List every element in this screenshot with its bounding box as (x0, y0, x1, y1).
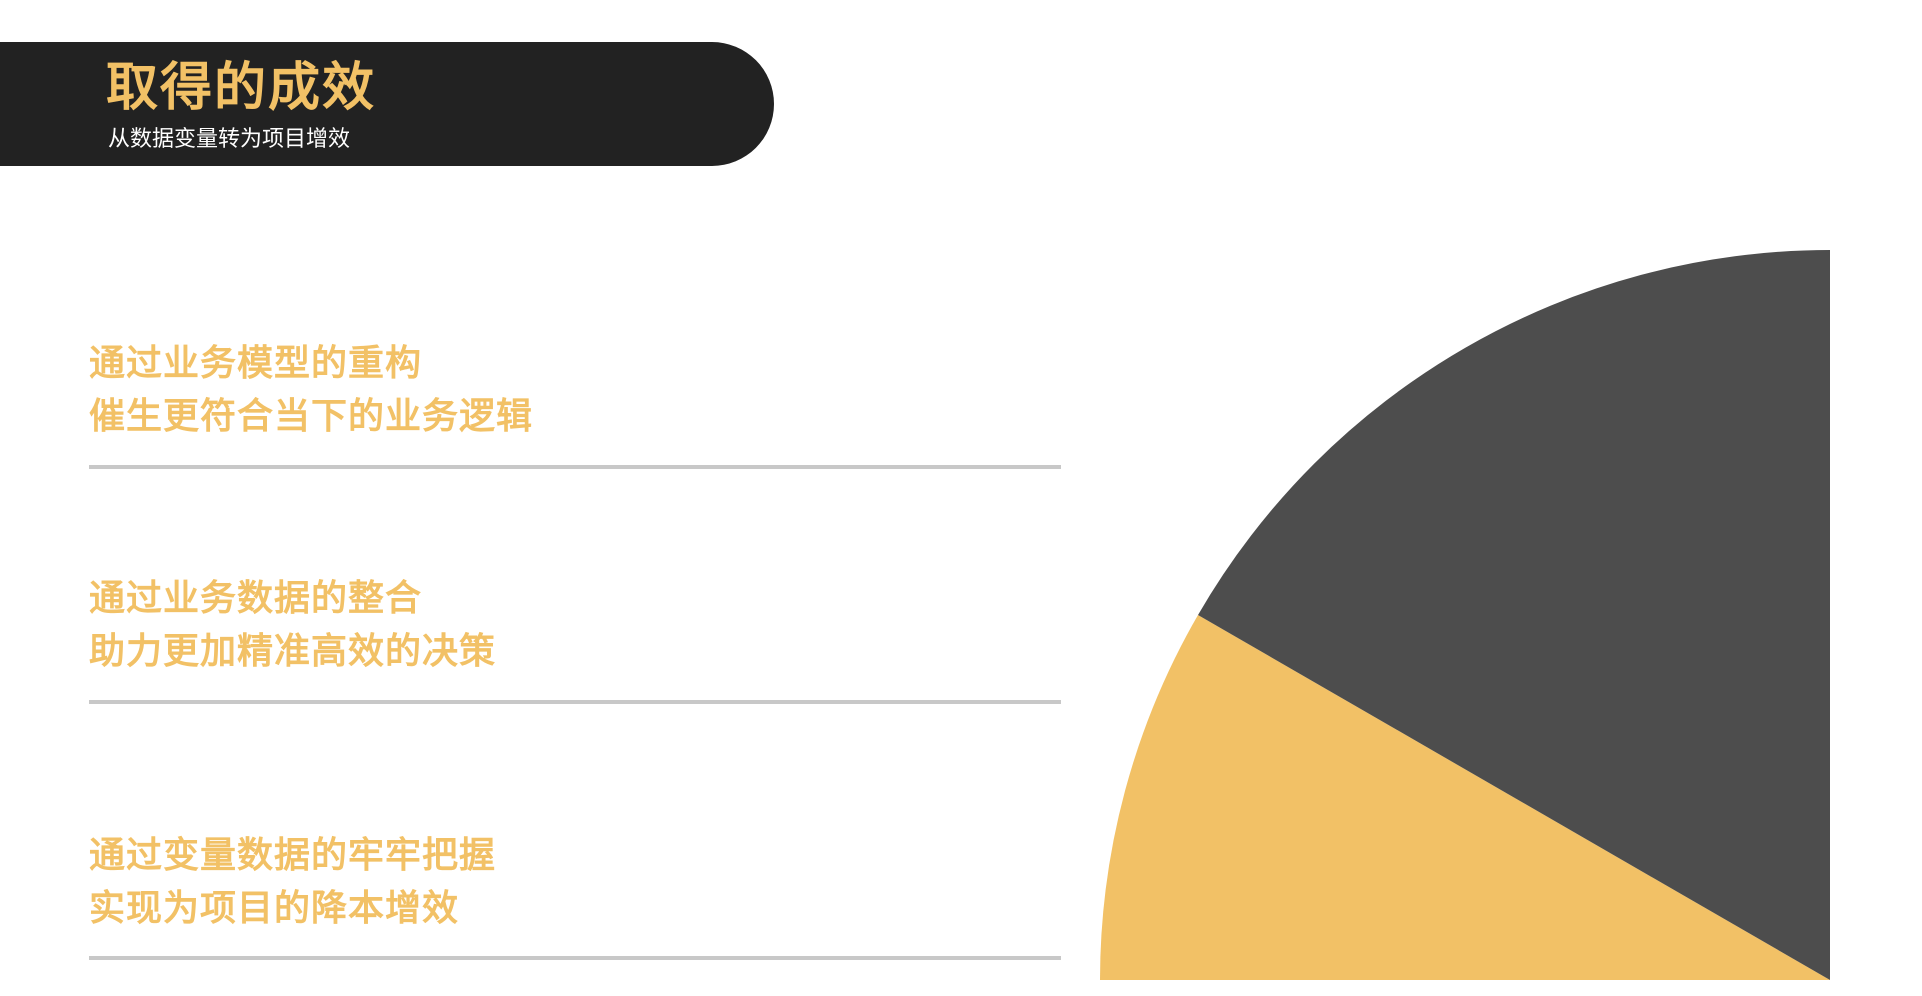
result-item-line1: 通过变量数据的牢牢把握 (89, 835, 497, 876)
result-item-line1: 通过业务模型的重构 (89, 343, 423, 384)
result-item: 通过变量数据的牢牢把握 实现为项目的降本增效 (89, 829, 1061, 960)
result-item-line2: 催生更符合当下的业务逻辑 (89, 396, 534, 437)
divider (89, 700, 1061, 704)
page-subtitle: 从数据变量转为项目增效 (108, 127, 351, 152)
header-bar (0, 42, 774, 166)
result-item-line2: 实现为项目的降本增效 (89, 888, 460, 929)
divider (89, 956, 1061, 960)
result-item-line1: 通过业务数据的整合 (89, 578, 423, 619)
decorative-quarter-circle (1100, 250, 1830, 980)
page-title: 取得的成效 (106, 58, 377, 118)
wedge-dark (1198, 250, 1830, 980)
result-item-line2: 助力更加精准高效的决策 (89, 631, 497, 672)
result-item: 通过业务数据的整合 助力更加精准高效的决策 (89, 572, 1061, 704)
result-item: 通过业务模型的重构 催生更符合当下的业务逻辑 (89, 337, 1061, 469)
wedge-yellow (1100, 615, 1830, 980)
divider (89, 465, 1061, 469)
